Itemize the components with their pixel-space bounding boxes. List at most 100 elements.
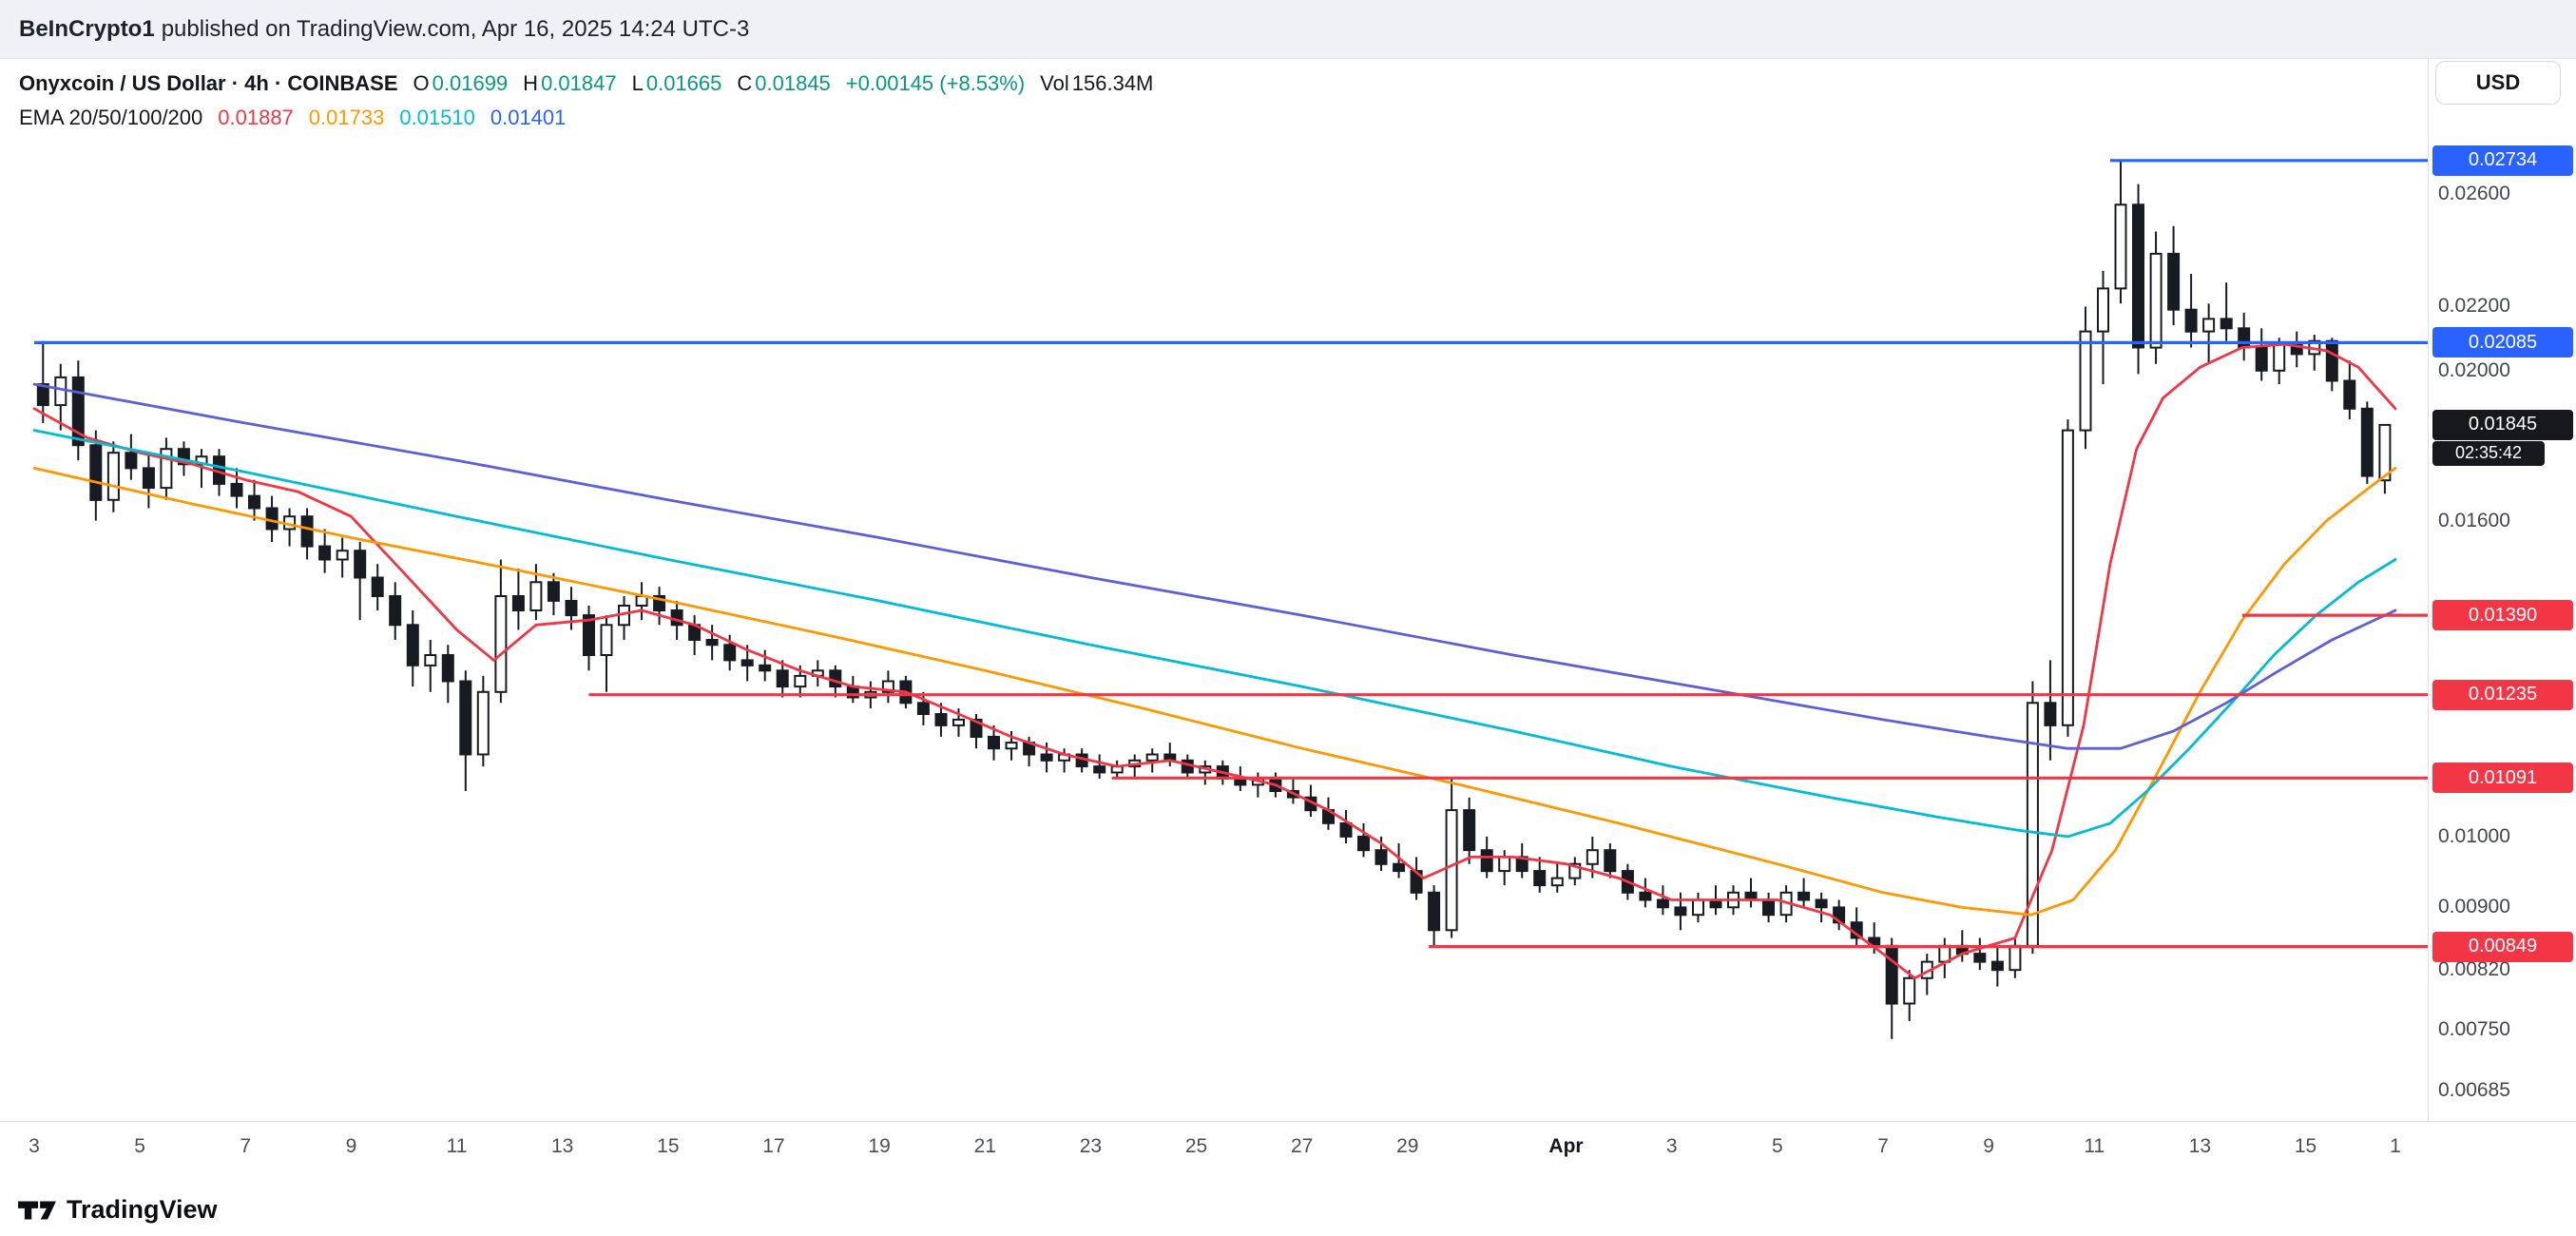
candle-up (529, 581, 543, 611)
low-label: L (631, 71, 644, 95)
candle-down (916, 702, 930, 715)
time-label-15: 15 (2294, 1135, 2317, 1157)
candle-down (389, 595, 402, 627)
candle-up (54, 376, 67, 407)
ema50-line[interactable] (32, 466, 2397, 917)
time-label-Apr: Apr (1548, 1135, 1584, 1157)
close-value: 0.01845 (755, 71, 831, 95)
candle-down (89, 444, 103, 501)
time-label-7: 7 (240, 1135, 252, 1157)
candle-up (2114, 203, 2127, 290)
ohlc-open: O 0.01699 (413, 71, 509, 96)
candle-up (494, 595, 508, 693)
open-label: O (413, 71, 430, 95)
candle-down (759, 664, 772, 672)
candle-down (705, 639, 719, 647)
candle-down (2343, 379, 2356, 410)
candle-up (476, 690, 490, 756)
price-level-badge-0.02085: 0.02085 (2432, 327, 2573, 358)
candle-down (1656, 898, 1669, 909)
low-value: 0.01665 (645, 71, 722, 95)
candle-down (1093, 765, 1106, 774)
candle-up (952, 718, 965, 726)
candle-up (2202, 318, 2216, 333)
candle-up (336, 550, 349, 561)
candle-down (970, 718, 983, 739)
candle-up (1692, 898, 1704, 917)
candle-up (2273, 343, 2286, 372)
candle-down (441, 654, 454, 683)
candle-down (1815, 898, 1828, 909)
candle-down (1533, 870, 1547, 887)
candle-down (547, 581, 560, 602)
time-label-5: 5 (134, 1135, 145, 1157)
candle-down (1762, 898, 1775, 917)
candle-down (1463, 809, 1476, 852)
candle-down (1339, 821, 1353, 838)
close-label: C (737, 71, 753, 95)
candle-down (988, 735, 1000, 750)
candle-down (1604, 849, 1617, 873)
ema100-value: 0.01510 (399, 106, 475, 129)
bar-countdown-badge: 02:35:42 (2432, 440, 2545, 466)
time-label-11: 11 (2084, 1135, 2105, 1157)
price-tick-0.00750: 0.00750 (2438, 1018, 2510, 1041)
tradingview-logo-text: TradingView (67, 1195, 218, 1224)
time-label-13: 13 (551, 1135, 574, 1157)
time-label-3: 3 (1665, 1135, 1678, 1157)
candle-down (1375, 849, 1388, 865)
time-label-3: 3 (29, 1135, 40, 1157)
candle-down (1040, 753, 1053, 762)
candle-up (2149, 252, 2163, 349)
tradingview-logo[interactable]: TradingView (17, 1195, 218, 1225)
candle-down (934, 713, 948, 726)
time-label-11: 11 (446, 1135, 468, 1157)
candle-down (723, 644, 737, 662)
ema200-line[interactable] (32, 382, 2397, 750)
candle-up (1498, 856, 1511, 873)
ema20-line[interactable] (32, 342, 2397, 980)
candle-down (2290, 343, 2303, 356)
time-label-25: 25 (1184, 1135, 1208, 1157)
candle-up (2061, 429, 2074, 726)
high-value: 0.01847 (541, 71, 617, 95)
price-axis[interactable]: 0.02600 0.02200 0.02000 0.01600 0.01000 0.009… (2428, 59, 2576, 1121)
publish-info: published on TradingView.com, Apr 16, 20… (161, 15, 750, 42)
price-tick-0.02000: 0.02000 (2438, 358, 2510, 381)
time-label-9: 9 (345, 1135, 357, 1157)
price-tick-0.00900: 0.00900 (2438, 896, 2510, 918)
price-tick-0.02600: 0.02600 (2438, 183, 2510, 205)
candle-up (881, 680, 894, 693)
time-axis[interactable]: 3 5 7 9 11 13 15 17 19 21 23 25 27 29 Apr 3 5 7 9 11 13 15 1 (0, 1121, 2576, 1236)
ema20-value: 0.01887 (218, 106, 294, 129)
currency-toggle-button[interactable]: USD (2435, 61, 2561, 105)
candle-down (2325, 339, 2338, 382)
candle-up (106, 452, 120, 501)
candle-down (670, 609, 683, 627)
volume-label: Vol (1040, 71, 1069, 95)
time-label-17: 17 (762, 1135, 785, 1157)
ohlc-close: C 0.01845 (737, 71, 830, 96)
candle-down (1393, 862, 1406, 873)
candle-up (600, 624, 613, 656)
volume-value: 156.34M (1071, 71, 1154, 95)
ohlc-high: H 0.01847 (523, 71, 616, 96)
candle-down (1885, 944, 1898, 1005)
price-level-badge-0.02734: 0.02734 (2432, 145, 2573, 176)
candle-down (2238, 327, 2251, 349)
candle-down (125, 452, 138, 470)
candle-down (1797, 891, 1811, 901)
candle-down (1428, 891, 1441, 932)
time-label-19: 19 (868, 1135, 891, 1157)
publish-header: BeInCrypto1 published on TradingView.com… (0, 0, 2576, 59)
candle-down (36, 383, 49, 407)
candle-up (2378, 423, 2392, 482)
legend: Onyxcoin / US Dollar · 4h · COINBASE O 0… (19, 67, 1153, 135)
candle-up (1550, 877, 1564, 887)
ema100-line[interactable] (32, 429, 2397, 839)
candle-down (406, 624, 419, 666)
price-tick-0.00685: 0.00685 (2438, 1079, 2510, 1102)
price-level-badge-0.01235: 0.01235 (2432, 679, 2573, 710)
candle-down (248, 494, 260, 510)
